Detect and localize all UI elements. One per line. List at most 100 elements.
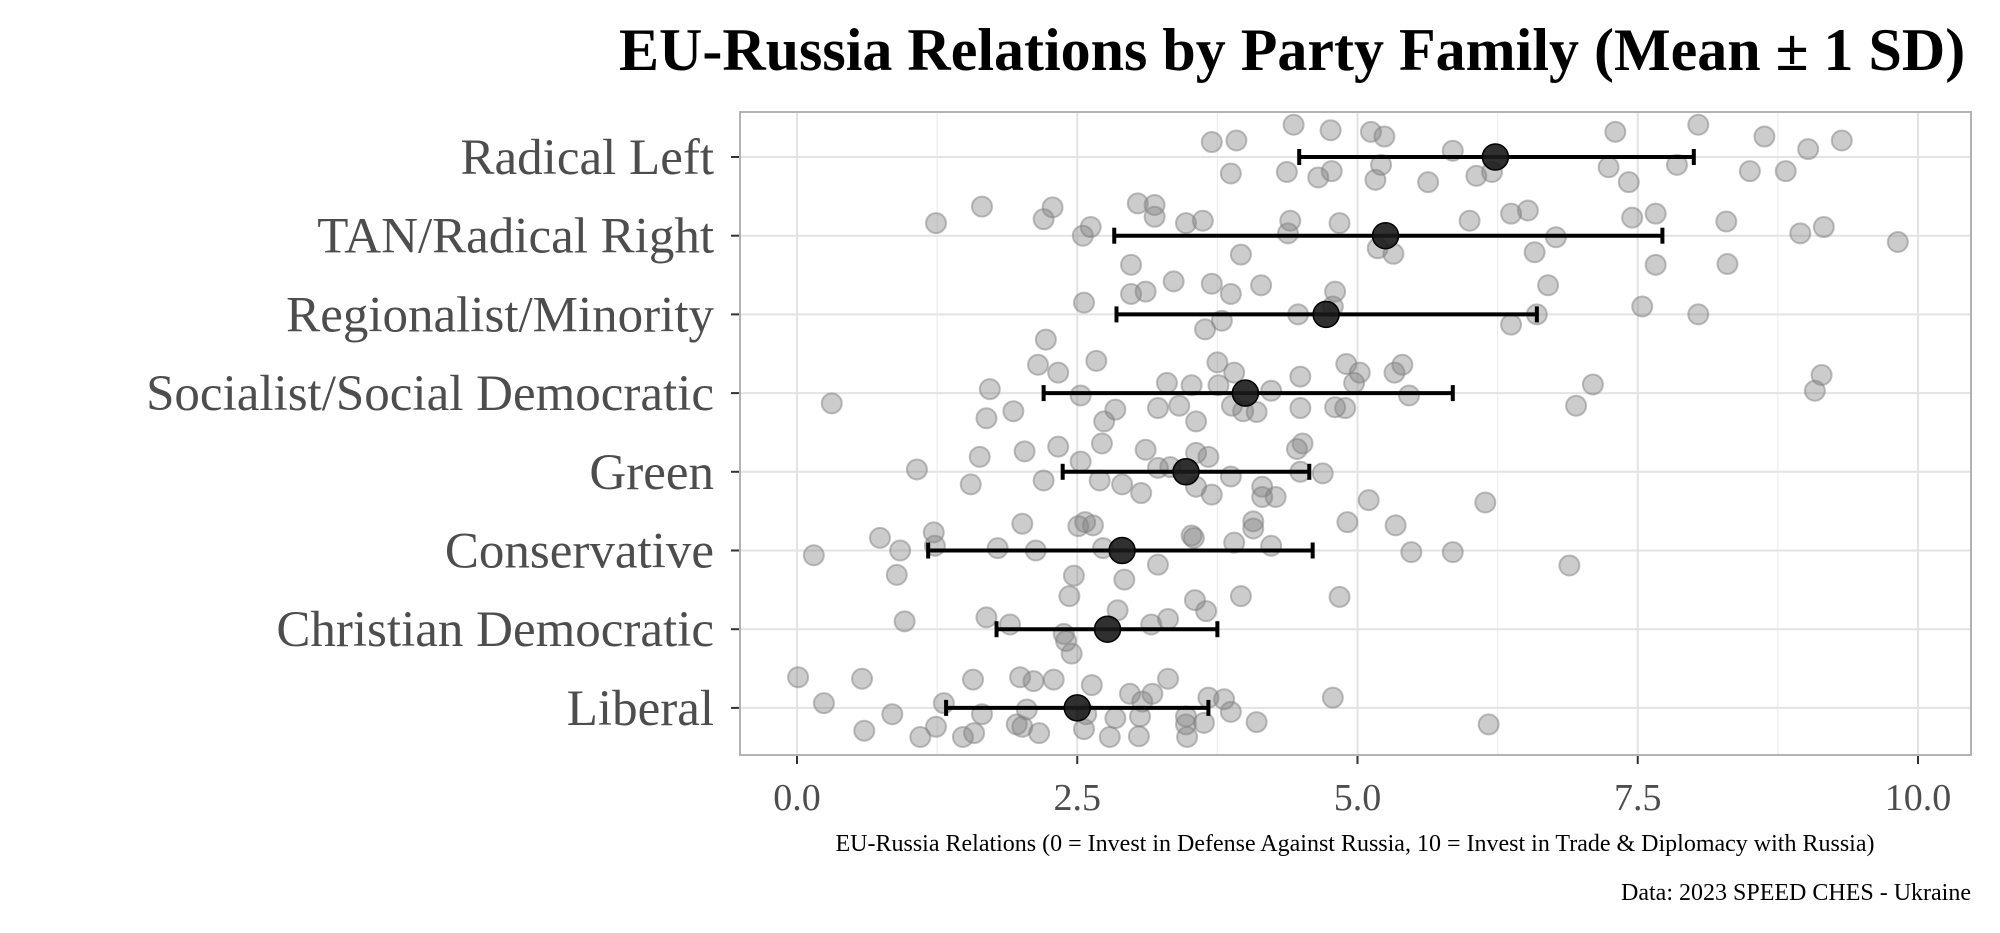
data-point	[1219, 465, 1242, 488]
data-point	[1417, 171, 1440, 194]
data-point	[1565, 394, 1588, 417]
data-point	[1058, 585, 1081, 608]
x-tick-label: 5.0	[1334, 777, 1382, 819]
mean-point	[1063, 694, 1091, 722]
data-point	[1477, 713, 1500, 736]
data-point	[812, 692, 835, 715]
data-point	[1311, 462, 1334, 485]
data-point	[1797, 138, 1820, 161]
data-point	[868, 526, 891, 549]
data-point	[1143, 205, 1166, 228]
data-point	[1753, 125, 1776, 148]
data-point	[1260, 534, 1283, 557]
data-point	[1213, 688, 1236, 711]
data-point	[1127, 725, 1150, 748]
caption: Data: 2023 SPEED CHES - Ukraine	[1621, 880, 1971, 906]
data-point	[1085, 349, 1108, 372]
data-point	[1200, 483, 1223, 506]
data-point	[1027, 353, 1050, 376]
data-point	[1373, 125, 1396, 148]
data-point	[1071, 224, 1094, 247]
data-point	[1320, 160, 1343, 183]
data-point	[1028, 722, 1051, 745]
data-point	[1474, 491, 1497, 514]
data-point	[1774, 160, 1797, 183]
data-point	[1143, 194, 1166, 217]
error-bars	[926, 143, 1696, 722]
data-point	[1219, 700, 1242, 723]
mean-point	[1481, 143, 1510, 171]
x-tick-label: 10.0	[1885, 777, 1952, 819]
data-points	[787, 113, 1909, 749]
data-point	[893, 610, 916, 633]
data-point	[1229, 243, 1252, 266]
data-point	[1009, 666, 1032, 689]
data-point	[1687, 303, 1710, 326]
data-point	[1523, 241, 1546, 264]
data-point	[1383, 361, 1406, 384]
x-axis-title: EU-Russia Relations (0 = Invest in Defen…	[836, 831, 1875, 857]
data-point	[1343, 371, 1366, 394]
data-point	[1328, 585, 1351, 608]
data-point	[1032, 469, 1055, 492]
data-point	[1715, 210, 1738, 233]
data-point	[1126, 192, 1149, 215]
data-point	[1146, 553, 1169, 576]
data-point	[885, 563, 908, 586]
y-axis-labels: Radical Left TAN/Radical Right Regionalist…	[146, 130, 740, 737]
data-point	[986, 537, 1009, 560]
data-point	[1104, 707, 1127, 730]
chart-title: EU-Russia Relations by Party Family (Mea…	[619, 17, 1965, 83]
data-point	[1206, 351, 1229, 374]
data-point	[1183, 589, 1206, 612]
data-point	[1716, 253, 1739, 276]
data-point	[1146, 397, 1169, 420]
data-point	[1803, 379, 1826, 402]
data-point	[1644, 253, 1667, 276]
data-point	[1079, 216, 1102, 239]
data-point	[1400, 541, 1423, 564]
data-point	[932, 692, 955, 715]
data-point	[1200, 272, 1223, 295]
data-point	[1002, 400, 1025, 423]
y-tick-label: TAN/Radical Right	[317, 209, 714, 265]
data-point	[1011, 512, 1034, 535]
mean-point	[1172, 458, 1200, 486]
data-point	[1886, 230, 1909, 253]
data-point	[961, 668, 984, 691]
data-point	[1134, 438, 1157, 461]
data-point	[853, 719, 876, 742]
data-point	[1120, 253, 1143, 276]
x-axis-labels: 0.0 2.5 5.0 7.5 10.0	[773, 755, 1951, 819]
data-point	[1118, 682, 1141, 705]
y-tick-label: Christian Democratic	[276, 602, 714, 658]
data-point	[1516, 199, 1539, 222]
data-point	[1282, 113, 1305, 136]
data-point	[1191, 209, 1214, 232]
data-point	[1604, 120, 1627, 143]
data-point	[1192, 711, 1215, 734]
data-point	[1194, 318, 1217, 341]
data-point	[905, 458, 928, 481]
data-point	[1180, 374, 1203, 397]
data-point	[1120, 282, 1143, 305]
y-tick-label: Radical Left	[461, 130, 714, 186]
data-point	[1223, 361, 1246, 384]
mean-point	[1231, 379, 1260, 407]
data-point	[978, 378, 1001, 401]
data-point	[1182, 526, 1205, 549]
y-tick-label: Socialist/Social Democratic	[146, 366, 714, 422]
data-point	[1391, 353, 1414, 376]
mean-point	[1371, 221, 1400, 250]
data-point	[1225, 129, 1248, 152]
data-point	[1289, 365, 1312, 388]
data-point	[1321, 686, 1344, 709]
data-point	[1155, 371, 1178, 394]
data-point	[802, 544, 825, 567]
data-point	[1130, 482, 1153, 505]
data-point	[1458, 209, 1481, 232]
data-point	[1364, 168, 1387, 191]
data-point	[1081, 514, 1104, 537]
data-point	[1621, 206, 1644, 229]
data-point	[1090, 432, 1113, 455]
